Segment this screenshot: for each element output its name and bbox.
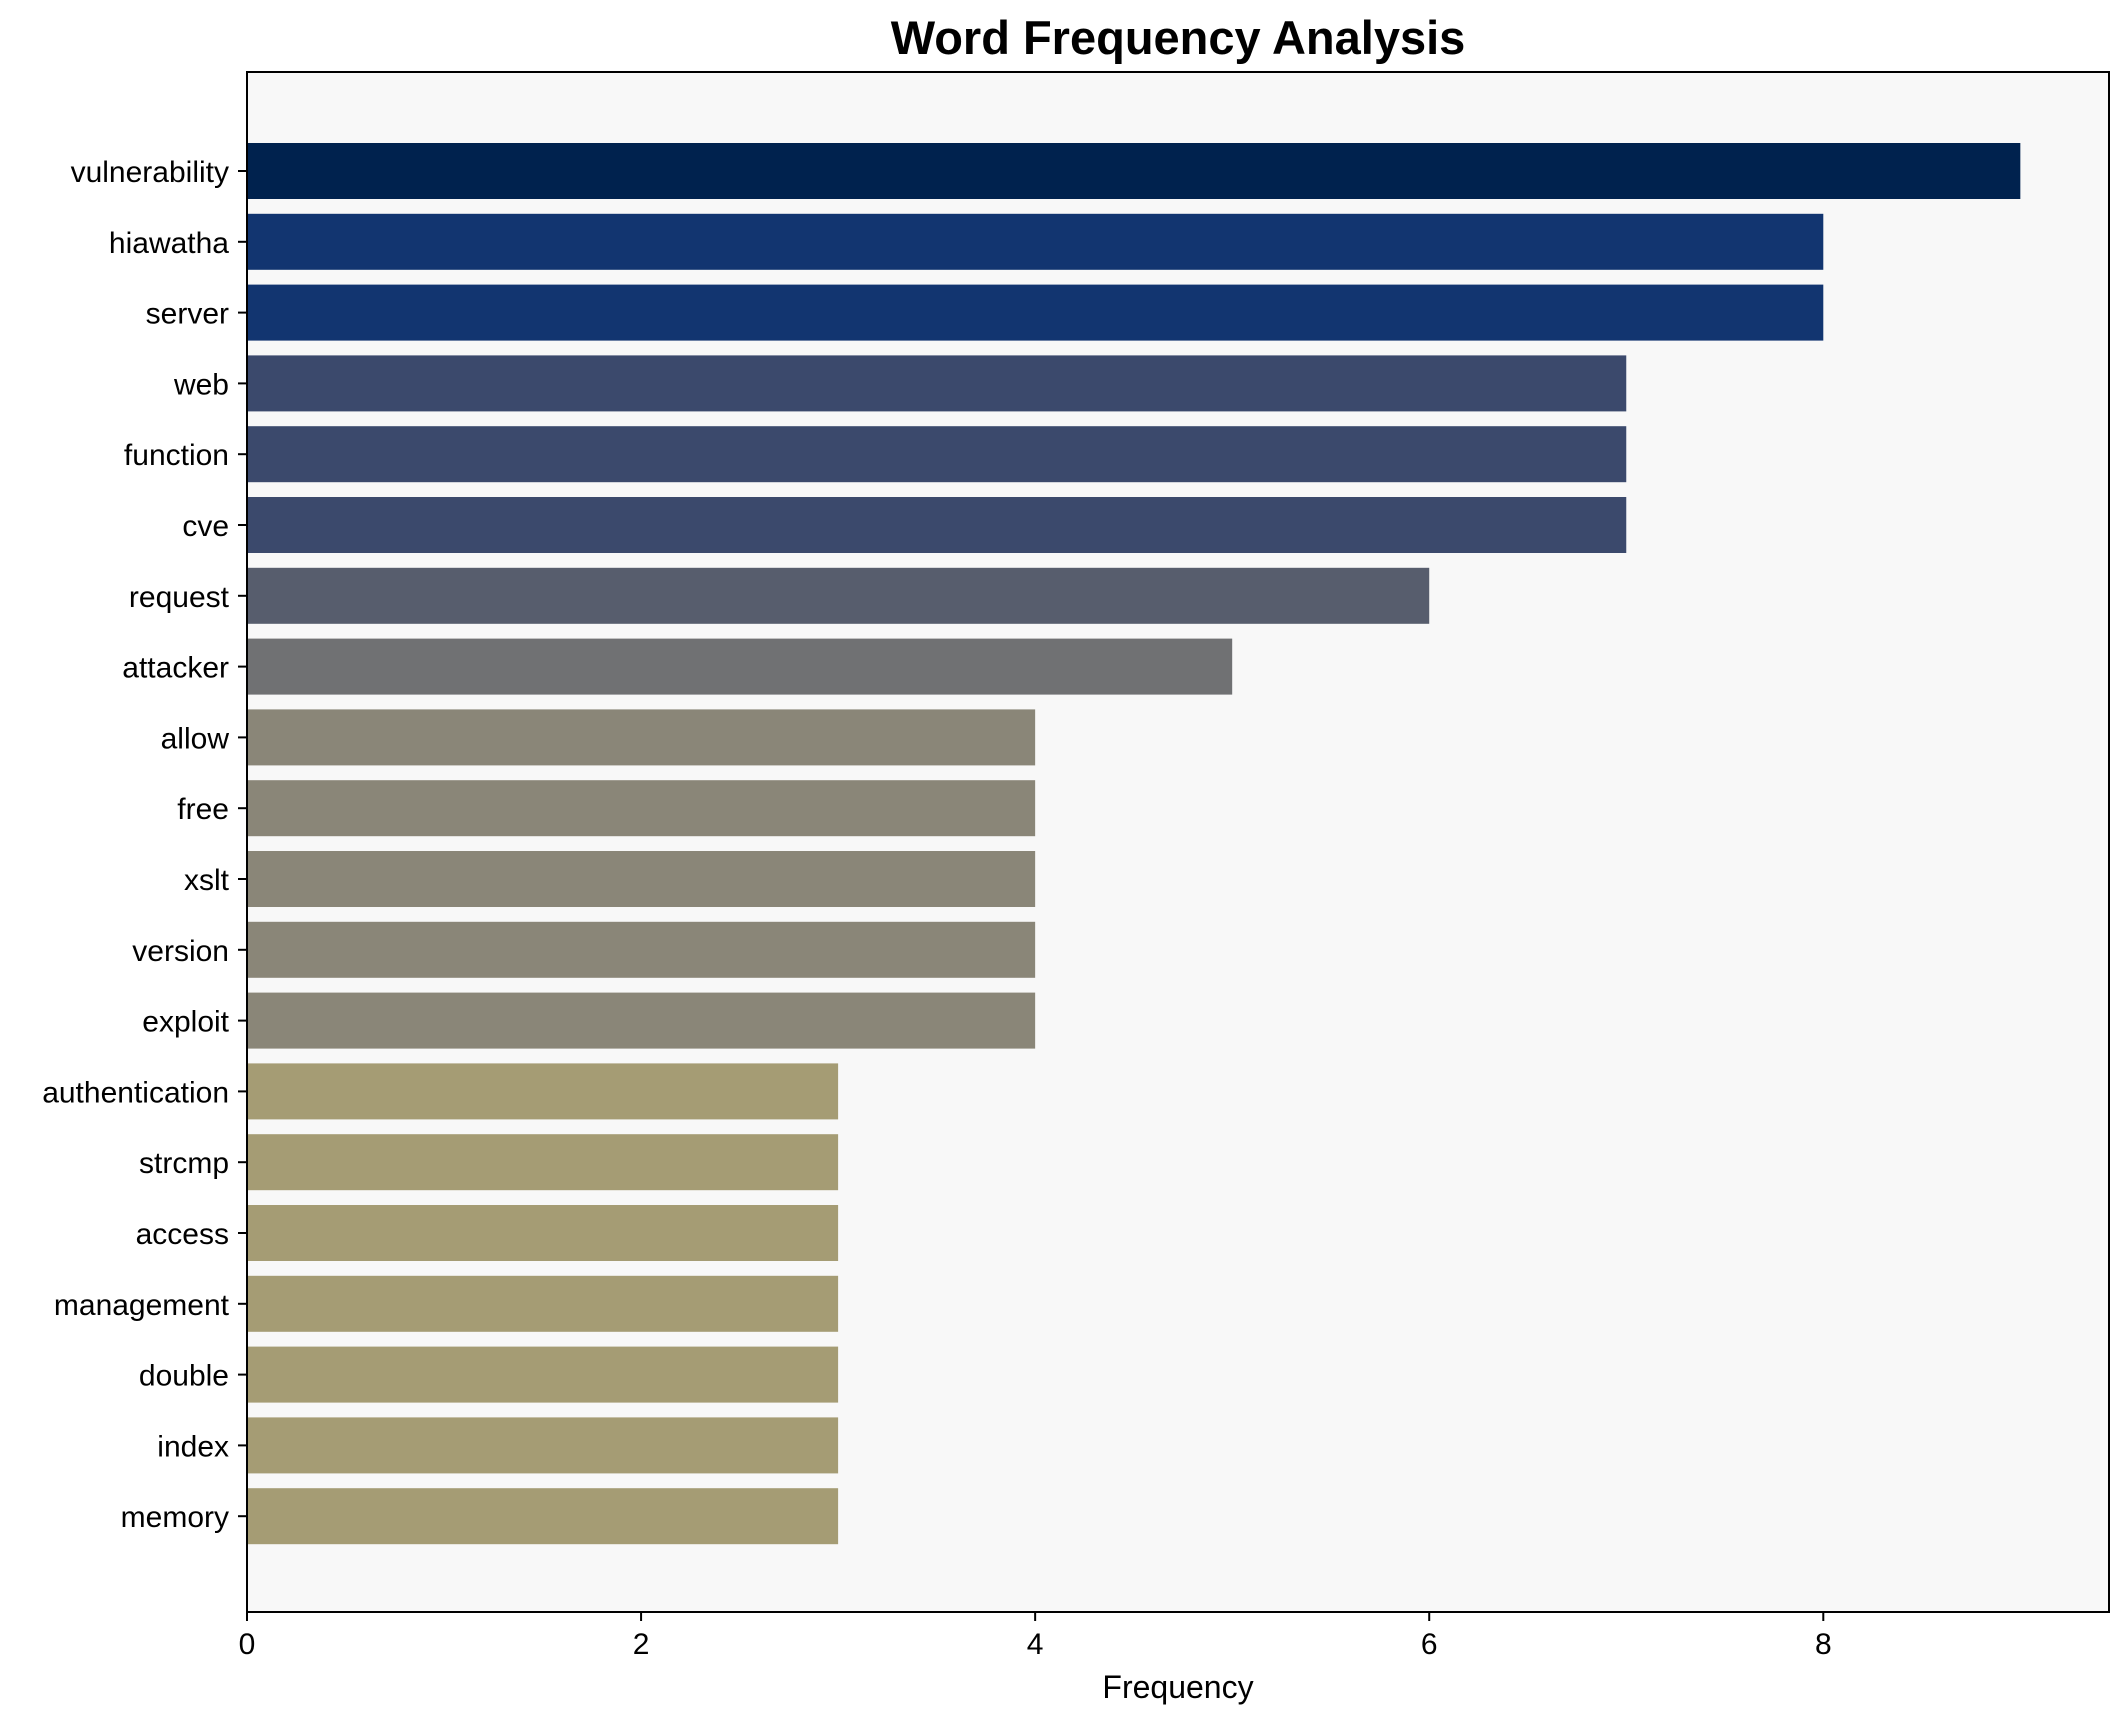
bar-free: [247, 780, 1036, 837]
category-label-access: access: [136, 1218, 229, 1251]
category-label-authentication: authentication: [42, 1076, 229, 1109]
category-label-management: management: [54, 1289, 230, 1322]
category-label-function: function: [124, 439, 229, 472]
bar-allow: [247, 709, 1036, 766]
bar-strcmp: [247, 1134, 839, 1191]
bar-index: [247, 1417, 839, 1474]
x-tick-label: 8: [1815, 1628, 1832, 1661]
category-label-index: index: [157, 1430, 229, 1463]
category-label-version: version: [132, 935, 229, 968]
bar-web: [247, 355, 1627, 412]
x-tick-label: 2: [633, 1628, 650, 1661]
bar-function: [247, 426, 1627, 483]
x-axis: 0 2 4 6 8: [239, 1612, 1832, 1661]
category-label-server: server: [146, 298, 229, 331]
bar-vulnerability: [247, 143, 2021, 199]
bar-version: [247, 921, 1036, 978]
plot-frame: [246, 71, 2110, 1613]
bar-cve: [247, 497, 1627, 553]
bar-attacker: [247, 638, 1233, 695]
x-tick-label: 4: [1027, 1628, 1044, 1661]
bar-double: [247, 1346, 839, 1403]
category-label-xslt: xslt: [184, 864, 230, 897]
chart-title: Word Frequency Analysis: [891, 11, 1466, 64]
x-axis-label: Frequency: [1102, 1669, 1253, 1705]
x-tick-label: 0: [239, 1628, 256, 1661]
bar-access: [247, 1205, 839, 1261]
bar-memory: [247, 1488, 839, 1545]
bar-exploit: [247, 992, 1036, 1049]
category-label-strcmp: strcmp: [139, 1147, 229, 1180]
category-label-allow: allow: [161, 722, 230, 755]
category-label-free: free: [177, 793, 229, 826]
bar-authentication: [247, 1063, 839, 1120]
category-label-request: request: [129, 581, 230, 614]
bar-server: [247, 284, 1824, 341]
category-label-cve: cve: [182, 510, 229, 543]
bar-xslt: [247, 851, 1036, 907]
bar-hiawatha: [247, 213, 1824, 270]
y-axis: vulnerability hiawatha server web function cv…: [42, 156, 247, 1534]
bar-request: [247, 567, 1430, 624]
category-label-vulnerability: vulnerability: [71, 156, 229, 189]
category-label-double: double: [139, 1360, 229, 1393]
category-label-memory: memory: [121, 1501, 229, 1534]
x-tick-label: 6: [1421, 1628, 1438, 1661]
category-label-web: web: [173, 368, 229, 401]
category-label-hiawatha: hiawatha: [109, 227, 229, 260]
bars-group: [247, 143, 2021, 1545]
category-label-attacker: attacker: [122, 652, 229, 685]
bar-management: [247, 1275, 839, 1332]
category-label-exploit: exploit: [142, 1006, 229, 1039]
